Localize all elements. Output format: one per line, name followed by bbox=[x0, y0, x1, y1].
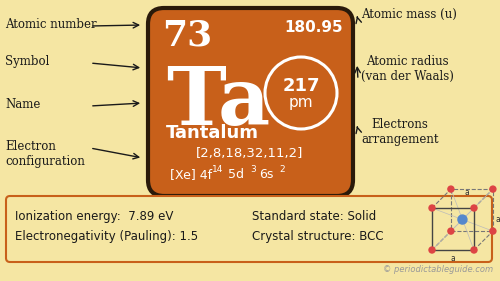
Text: a: a bbox=[496, 215, 500, 224]
Text: Tantalum: Tantalum bbox=[166, 124, 259, 142]
Text: pm: pm bbox=[288, 94, 314, 110]
Text: Crystal structure: BCC: Crystal structure: BCC bbox=[252, 230, 384, 243]
Circle shape bbox=[490, 228, 496, 234]
Circle shape bbox=[448, 228, 454, 234]
Text: 180.95: 180.95 bbox=[284, 20, 343, 35]
Circle shape bbox=[448, 186, 454, 192]
Circle shape bbox=[429, 205, 435, 211]
Text: [Xe] 4f: [Xe] 4f bbox=[170, 169, 212, 182]
Text: Electron
configuration: Electron configuration bbox=[5, 140, 85, 168]
Text: Electrons
arrangement: Electrons arrangement bbox=[361, 118, 438, 146]
Text: Ionization energy:  7.89 eV: Ionization energy: 7.89 eV bbox=[15, 210, 173, 223]
Text: Ta: Ta bbox=[166, 64, 270, 142]
Text: 6s: 6s bbox=[259, 169, 274, 182]
FancyBboxPatch shape bbox=[6, 196, 492, 262]
Text: 217: 217 bbox=[282, 77, 320, 95]
Text: Symbol: Symbol bbox=[5, 55, 50, 68]
Text: a: a bbox=[450, 254, 456, 263]
Text: Name: Name bbox=[5, 98, 41, 111]
Circle shape bbox=[471, 205, 477, 211]
FancyBboxPatch shape bbox=[148, 8, 353, 196]
Text: 73: 73 bbox=[162, 18, 212, 52]
Text: 3: 3 bbox=[250, 166, 256, 175]
Text: [2,8,18,32,11,2]: [2,8,18,32,11,2] bbox=[196, 148, 304, 160]
Circle shape bbox=[471, 247, 477, 253]
Text: 14: 14 bbox=[212, 166, 224, 175]
Circle shape bbox=[458, 215, 467, 224]
Text: a: a bbox=[464, 187, 469, 196]
Text: Atomic number: Atomic number bbox=[5, 18, 96, 31]
Text: Electronegativity (Pauling): 1.5: Electronegativity (Pauling): 1.5 bbox=[15, 230, 198, 243]
Text: Atomic radius
(van der Waals): Atomic radius (van der Waals) bbox=[361, 55, 454, 83]
Text: 2: 2 bbox=[279, 166, 284, 175]
Circle shape bbox=[429, 247, 435, 253]
Circle shape bbox=[490, 186, 496, 192]
Text: © periodictableguide.com: © periodictableguide.com bbox=[383, 265, 493, 274]
Text: Atomic mass (u): Atomic mass (u) bbox=[361, 8, 457, 21]
Text: Standard state: Solid: Standard state: Solid bbox=[252, 210, 376, 223]
Text: 5d: 5d bbox=[228, 169, 244, 182]
